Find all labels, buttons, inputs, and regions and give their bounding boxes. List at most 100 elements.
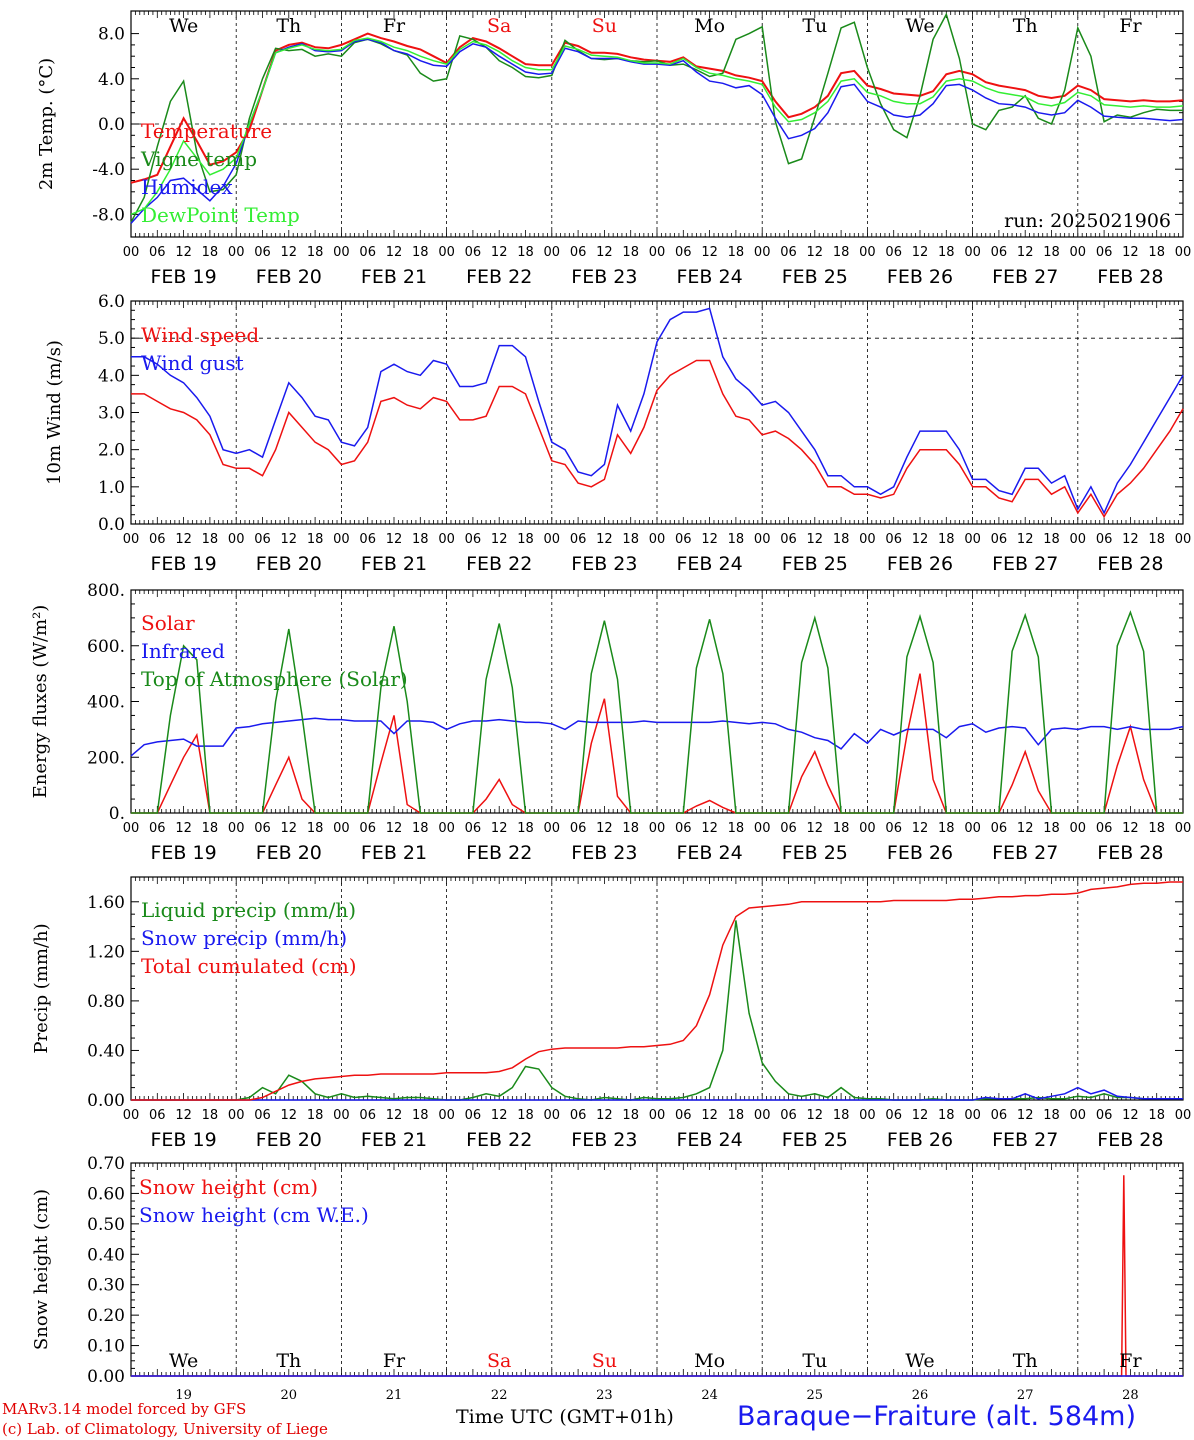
hour-tick-label: 18 [833, 532, 850, 547]
hour-tick-label: 18 [202, 532, 219, 547]
hour-tick-label: 12 [175, 1108, 192, 1123]
y-tick-label: -4.0 [92, 160, 125, 180]
y-tick-label: 0.60 [87, 1184, 125, 1204]
hour-tick-label: 18 [307, 1108, 324, 1123]
date-label: FEB 24 [677, 266, 743, 288]
hour-tick-label: 18 [517, 1108, 534, 1123]
weekday-label: Tu [802, 1350, 827, 1372]
hour-tick-label: 12 [912, 532, 929, 547]
date-label: FEB 21 [361, 1129, 427, 1151]
hour-tick-label: 18 [622, 532, 639, 547]
hour-tick-label: 12 [386, 1108, 403, 1123]
y-axis-label: Energy fluxes (W/m²) [30, 605, 51, 799]
hour-tick-label: 00 [228, 821, 245, 836]
plot-frame [130, 589, 1184, 814]
hour-tick-label: 12 [281, 1108, 298, 1123]
weekday-label: Fr [1119, 1350, 1142, 1372]
hour-tick-label: 00 [859, 1108, 876, 1123]
y-tick-label: 0.00 [87, 1367, 125, 1387]
hour-tick-label: 12 [491, 821, 508, 836]
day-number-label: 22 [491, 1388, 508, 1403]
hour-tick-label: 06 [254, 245, 271, 260]
hour-tick-label: 00 [333, 1108, 350, 1123]
hour-tick-label: 12 [912, 1108, 929, 1123]
y-tick-label: 1.0 [98, 478, 125, 498]
y-tick-label: -8.0 [92, 205, 125, 225]
hour-tick-label: 00 [964, 245, 981, 260]
y-tick-label: 0.0 [98, 115, 125, 135]
hour-tick-label: 12 [1122, 821, 1139, 836]
y-tick-label: 6.0 [98, 292, 125, 312]
hour-tick-label: 18 [938, 1108, 955, 1123]
hour-tick-label: 00 [649, 1108, 666, 1123]
hour-tick-label: 18 [1043, 532, 1060, 547]
hour-tick-label: 06 [465, 245, 482, 260]
hour-tick-label: 00 [754, 245, 771, 260]
legend-entry: Top of Atmosphere (Solar) [141, 667, 408, 691]
legend-entry: Snow height (cm) [139, 1175, 318, 1199]
weekday-label: Th [276, 15, 301, 37]
date-label: FEB 25 [782, 266, 848, 288]
day-number-label: 21 [386, 1388, 403, 1403]
hour-tick-label: 12 [1017, 821, 1034, 836]
weekday-label: Su [592, 15, 617, 37]
hour-tick-label: 12 [386, 821, 403, 836]
series-line-total-cumulated-cm- [131, 881, 1183, 1101]
weekday-label: We [169, 1350, 198, 1372]
y-tick-label: 200. [87, 748, 125, 768]
hour-tick-label: 18 [938, 821, 955, 836]
hour-tick-label: 18 [517, 532, 534, 547]
date-label: FEB 26 [887, 1129, 953, 1151]
hour-tick-label: 06 [465, 821, 482, 836]
hour-tick-label: 12 [807, 245, 824, 260]
date-label: FEB 20 [256, 553, 322, 575]
panel-4 [130, 876, 1184, 1101]
y-tick-label: 0.70 [87, 1154, 125, 1174]
hour-tick-label: 12 [491, 245, 508, 260]
day-number-label: 28 [1122, 1388, 1139, 1403]
y-tick-label: 3.0 [98, 404, 125, 424]
weekday-label: Tu [802, 15, 827, 37]
y-tick-label: 600. [87, 637, 125, 657]
hour-tick-label: 00 [544, 532, 561, 547]
date-label: FEB 19 [151, 266, 217, 288]
date-label: FEB 28 [1097, 1129, 1163, 1151]
date-label: FEB 27 [992, 553, 1058, 575]
hour-tick-label: 06 [675, 821, 692, 836]
hour-tick-label: 06 [359, 1108, 376, 1123]
hour-tick-label: 00 [438, 245, 455, 260]
model-credit: MARv3.14 model forced by GFS [2, 1400, 247, 1418]
date-label: FEB 23 [571, 266, 637, 288]
weekday-label: We [169, 15, 198, 37]
hour-tick-label: 00 [1175, 532, 1192, 547]
date-label: FEB 19 [151, 553, 217, 575]
y-tick-label: 0.00 [87, 1091, 125, 1111]
hour-tick-label: 06 [885, 532, 902, 547]
weekday-label: Su [592, 1350, 617, 1372]
hour-tick-label: 06 [675, 245, 692, 260]
hour-tick-label: 12 [491, 532, 508, 547]
hour-tick-label: 18 [1043, 1108, 1060, 1123]
hour-tick-label: 18 [728, 245, 745, 260]
hour-tick-label: 06 [885, 245, 902, 260]
hour-tick-label: 18 [202, 245, 219, 260]
hour-tick-label: 12 [701, 532, 718, 547]
hour-tick-label: 00 [1070, 821, 1087, 836]
hour-tick-label: 00 [1070, 1108, 1087, 1123]
hour-tick-label: 00 [754, 821, 771, 836]
date-label: FEB 21 [361, 266, 427, 288]
hour-tick-label: 06 [780, 245, 797, 260]
hour-tick-label: 06 [780, 821, 797, 836]
hour-tick-label: 06 [359, 245, 376, 260]
hour-tick-label: 06 [254, 821, 271, 836]
legend-entry: Total cumulated (cm) [141, 954, 357, 978]
hour-tick-label: 06 [991, 245, 1008, 260]
hour-tick-label: 06 [675, 532, 692, 547]
y-axis-label: Precip (mm/h) [31, 923, 52, 1053]
hour-tick-label: 18 [622, 821, 639, 836]
hour-tick-label: 18 [833, 821, 850, 836]
hour-tick-label: 12 [281, 821, 298, 836]
legend-entry: Snow height (cm W.E.) [139, 1203, 369, 1227]
y-tick-label: 0.50 [87, 1215, 125, 1235]
